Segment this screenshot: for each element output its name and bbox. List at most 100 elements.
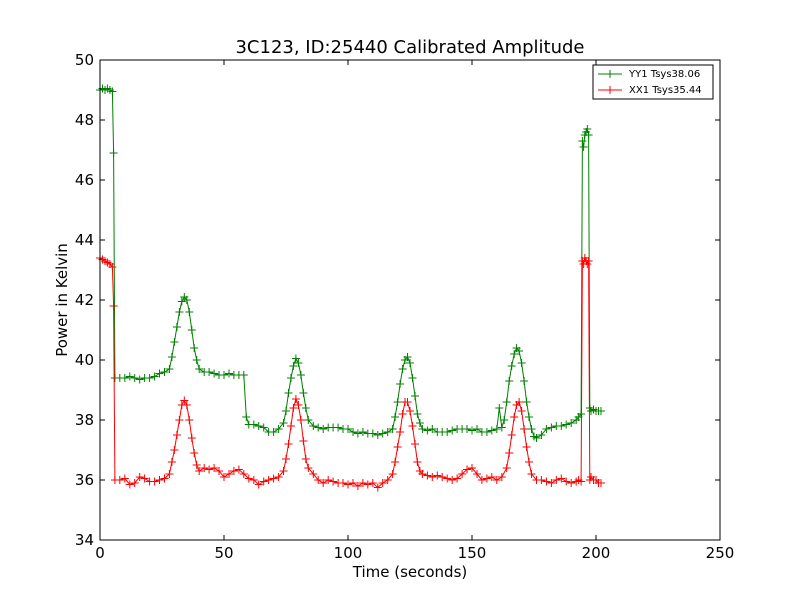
data-point [160, 368, 169, 376]
data-point [597, 407, 605, 415]
data-point [463, 425, 471, 433]
data-point [542, 477, 551, 486]
data-point [269, 428, 278, 436]
x-axis-label: Time (seconds) [352, 563, 468, 581]
data-point [537, 431, 546, 439]
data-point [398, 365, 407, 373]
data-point [254, 480, 263, 489]
data-point [210, 464, 219, 472]
data-point [597, 479, 605, 487]
data-point [135, 375, 144, 384]
data-point [220, 473, 228, 481]
data-point [418, 470, 427, 478]
data-point [287, 374, 295, 382]
data-point [279, 419, 288, 427]
data-point [408, 422, 417, 430]
data-point [304, 416, 313, 424]
data-point [396, 380, 405, 388]
data-point [170, 338, 179, 346]
data-point [453, 474, 462, 483]
data-point [411, 392, 419, 400]
data-point [200, 464, 209, 472]
x-tick-label: 200 [582, 544, 611, 562]
data-point [339, 479, 347, 487]
data-point [583, 125, 592, 133]
data-point [495, 404, 504, 412]
data-point [108, 263, 117, 271]
data-point [304, 464, 313, 472]
data-point [314, 476, 323, 484]
data-point [210, 369, 219, 378]
legend-label-xx1: XX1 Tsys35.44 [629, 85, 702, 96]
data-point [567, 419, 576, 427]
data-point [239, 470, 248, 478]
data-point [254, 422, 263, 430]
data-point [287, 422, 295, 430]
data-point [396, 428, 405, 436]
data-point [557, 474, 566, 483]
data-point [135, 473, 144, 481]
data-point [520, 377, 529, 385]
data-point [517, 407, 526, 415]
data-point [403, 398, 412, 406]
data-point [120, 374, 129, 382]
data-point [225, 369, 233, 378]
data-point [567, 479, 576, 487]
data-point [344, 480, 352, 489]
data-point [415, 419, 424, 427]
data-point [552, 476, 561, 484]
data-point [234, 465, 243, 474]
y-tick-label: 38 [75, 411, 94, 429]
data-point [443, 474, 452, 483]
data-point [274, 425, 283, 433]
data-point [282, 455, 290, 463]
y-tick-label: 46 [75, 171, 94, 189]
data-point [175, 416, 184, 424]
data-point [378, 429, 387, 438]
data-point [249, 476, 258, 484]
y-tick-label: 42 [75, 291, 94, 309]
data-point [428, 473, 437, 481]
data-point [172, 323, 181, 331]
data-point [505, 449, 514, 457]
data-point [497, 473, 506, 481]
data-point [505, 377, 514, 385]
data-point [510, 413, 519, 421]
data-point [468, 426, 476, 435]
data-point [584, 131, 593, 139]
legend: YY1 Tsys38.06 XX1 Tsys35.44 [592, 64, 714, 100]
data-point [373, 483, 382, 492]
data-point [391, 413, 400, 421]
data-point [522, 398, 531, 406]
data-point [393, 398, 402, 406]
data-point [296, 416, 305, 424]
data-point [487, 473, 496, 481]
data-point [329, 477, 338, 486]
data-point [468, 464, 476, 472]
data-point [296, 371, 305, 379]
data-point [264, 476, 273, 484]
data-point [388, 425, 397, 433]
data-point [473, 425, 481, 433]
data-point [393, 443, 402, 451]
data-point [353, 429, 362, 438]
data-point [433, 471, 442, 480]
data-point [180, 396, 189, 405]
legend-label-yy1: YY1 Tsys38.06 [628, 69, 700, 80]
data-point [584, 257, 593, 265]
data-point [473, 470, 481, 478]
legend-marker-xx1 [606, 86, 614, 94]
data-point [547, 423, 556, 432]
data-point [507, 362, 516, 370]
data-point [182, 296, 191, 304]
series-line [99, 256, 601, 489]
data-point [242, 413, 251, 421]
data-point [125, 372, 134, 381]
data-point [289, 404, 298, 412]
y-tick-label: 50 [75, 51, 94, 69]
data-point [109, 149, 118, 157]
data-point [187, 326, 196, 334]
data-point [527, 425, 536, 433]
data-point [249, 420, 258, 429]
